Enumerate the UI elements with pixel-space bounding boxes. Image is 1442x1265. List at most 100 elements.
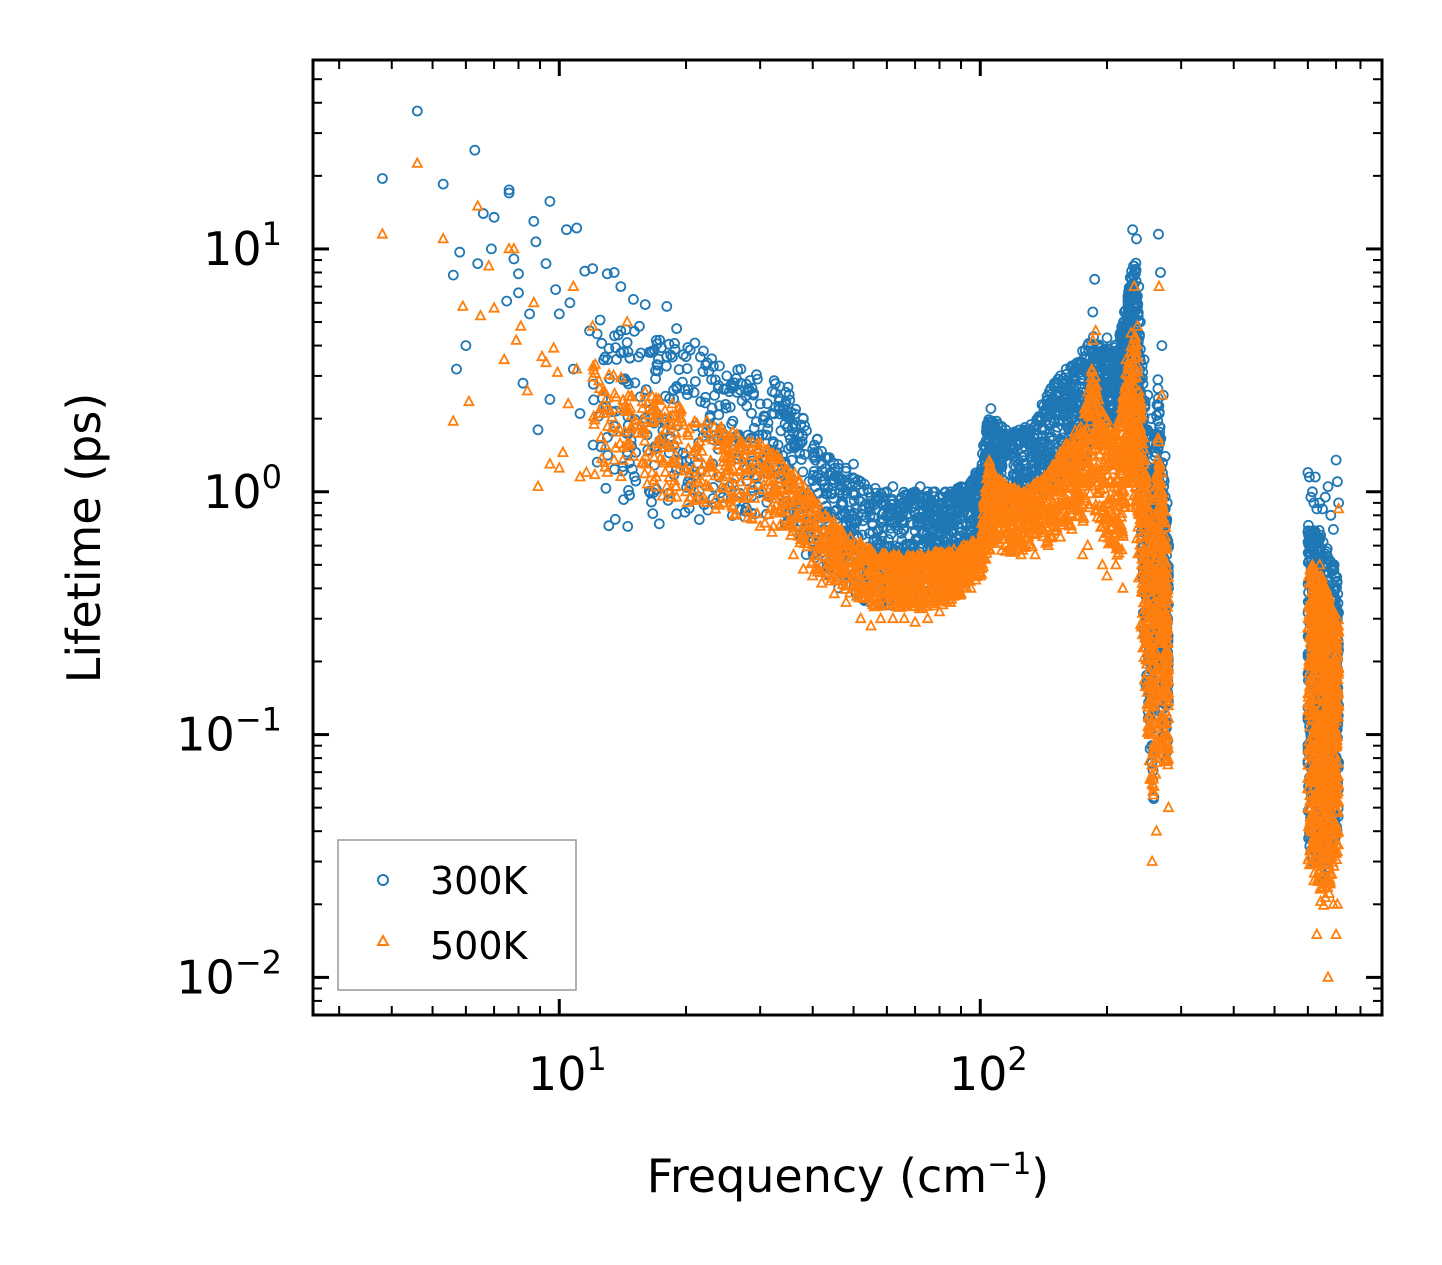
- point-300k-dense: [695, 351, 706, 363]
- point-300k-dense: [935, 518, 946, 530]
- point-300k-dense: [885, 522, 897, 534]
- point-300k-dense: [713, 409, 725, 421]
- point-300k-dense: [789, 442, 800, 454]
- point-300k-dense: [792, 436, 803, 448]
- point-300k-dense: [1018, 466, 1029, 478]
- point-300k-dense: [611, 353, 622, 365]
- point-300k: [550, 284, 561, 296]
- point-300k-dense: [775, 425, 787, 437]
- point-300k-dense: [720, 402, 732, 414]
- point-300k: [1307, 486, 1318, 498]
- point-300k-dense: [837, 489, 849, 501]
- point-300k-dense: [661, 360, 672, 372]
- point-300k-dense: [762, 423, 774, 435]
- point-300k-dense: [897, 523, 909, 535]
- point-300k-dense: [646, 496, 657, 508]
- point-300k-dense: [957, 504, 969, 516]
- point-300k-dense: [588, 394, 600, 406]
- point-300k: [1330, 454, 1342, 466]
- point-300k-dense: [896, 534, 908, 546]
- point-300k-dense: [677, 376, 688, 388]
- point-300k-dense: [650, 365, 661, 377]
- point-300k-dense: [651, 359, 663, 370]
- point-300k: [1087, 306, 1099, 318]
- point-300k: [508, 253, 520, 265]
- point-300k-dense: [742, 429, 754, 441]
- point-300k-dense: [1043, 426, 1055, 438]
- point-300k-dense: [669, 337, 680, 349]
- point-300k-dense: [714, 400, 725, 412]
- point-300k: [1328, 524, 1339, 535]
- point-300k: [564, 297, 576, 309]
- point-300k: [985, 403, 997, 415]
- point-300k: [485, 243, 497, 255]
- point-300k-dense: [923, 498, 934, 510]
- point-300k: [1131, 233, 1142, 245]
- point-300k-dense: [886, 509, 897, 521]
- point-300k-dense: [624, 352, 636, 364]
- point-300k-dense: [682, 384, 694, 396]
- point-300k-dense: [671, 382, 683, 394]
- point-300k-dense: [1043, 419, 1055, 431]
- point-300k-dense: [688, 386, 700, 398]
- point-300k-dense: [653, 518, 665, 530]
- point-300k-dense: [630, 475, 642, 487]
- point-300k-dense: [681, 363, 693, 375]
- point-300k-dense: [1137, 366, 1149, 378]
- point-300k-dense: [784, 394, 796, 406]
- point-300k: [451, 363, 462, 375]
- point-300k-dense: [690, 376, 701, 387]
- point-300k-dense: [828, 492, 839, 504]
- point-300k-dense: [700, 359, 712, 371]
- point-300k: [517, 377, 529, 389]
- point-300k-dense: [834, 479, 846, 491]
- point-300k-dense: [883, 534, 894, 545]
- point-300k-dense: [653, 353, 664, 365]
- point-300k-dense: [760, 429, 772, 441]
- point-300k-dense: [1017, 451, 1029, 463]
- point-300k: [540, 258, 552, 270]
- point-300k: [488, 211, 500, 223]
- point-300k-dense: [1130, 290, 1142, 302]
- point-300k-dense: [706, 402, 718, 414]
- point-300k: [714, 360, 725, 372]
- point-300k-dense: [848, 522, 860, 534]
- point-300k: [411, 105, 423, 117]
- point-300k-dense: [912, 517, 923, 529]
- point-300k-dense: [697, 366, 709, 378]
- point-300k-dense: [757, 414, 769, 426]
- point-300k-dense: [924, 534, 935, 546]
- point-300k-dense: [790, 420, 801, 432]
- point-300k-dense: [822, 452, 834, 464]
- point-300k-dense: [1045, 388, 1057, 400]
- point-300k: [661, 300, 673, 312]
- point-300k-dense: [877, 521, 889, 533]
- point-300k: [1322, 481, 1334, 493]
- point-300k: [1101, 332, 1113, 344]
- point-300k: [1156, 340, 1168, 352]
- point-300k-dense: [994, 462, 1006, 474]
- point-300k: [469, 144, 481, 156]
- data-points-layer: [376, 105, 1345, 982]
- point-300k-dense: [600, 482, 612, 494]
- point-300k-dense: [986, 415, 998, 427]
- point-300k-dense: [626, 463, 638, 475]
- point-300k: [544, 195, 556, 207]
- point-300k-dense: [621, 337, 633, 348]
- point-300k-dense: [707, 481, 719, 493]
- point-300k: [1153, 228, 1164, 240]
- point-300k-dense: [811, 433, 823, 445]
- point-300k: [671, 323, 682, 335]
- point-300k-dense: [867, 511, 879, 523]
- point-300k-dense: [945, 503, 957, 515]
- point-300k: [472, 258, 484, 270]
- point-300k: [689, 337, 701, 349]
- point-300k: [530, 236, 542, 248]
- point-300k: [680, 351, 692, 363]
- point-300k-dense: [807, 475, 819, 486]
- point-300k-dense: [788, 437, 799, 449]
- point-300k-dense: [743, 383, 755, 395]
- point-300k: [501, 295, 513, 307]
- point-500k-dense: [588, 467, 601, 480]
